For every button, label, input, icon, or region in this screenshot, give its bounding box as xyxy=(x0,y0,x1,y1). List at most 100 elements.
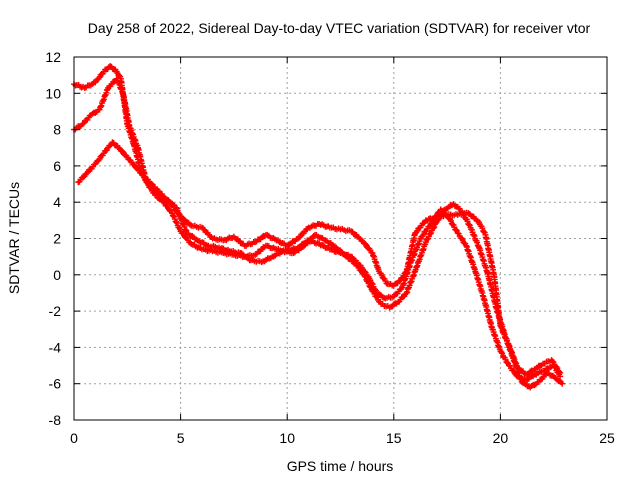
data-point xyxy=(79,121,86,128)
x-axis-title: GPS time / hours xyxy=(287,458,394,474)
data-point-trail xyxy=(493,305,508,337)
data-point-trail xyxy=(537,371,550,383)
data-point-trail xyxy=(161,200,174,215)
y-tick-label: -6 xyxy=(49,376,62,392)
axis-ticks: 0 5 10 15 20 25 -8 -6 -4 -2 0 2 4 6 8 10 12 xyxy=(45,49,615,446)
data-point-trail xyxy=(485,270,499,310)
data-point-trail xyxy=(114,70,124,80)
x-tick-label: 10 xyxy=(279,430,295,446)
data-point-trail xyxy=(413,219,428,236)
y-tick-label: -2 xyxy=(49,303,62,319)
data-point-trail xyxy=(392,286,405,298)
data-point-trail xyxy=(476,245,491,275)
data-point-trail xyxy=(445,211,459,219)
data-point-trail xyxy=(264,232,278,243)
data-point-trail xyxy=(217,245,232,254)
data-point-trail xyxy=(459,210,473,229)
data-point-trail xyxy=(108,63,119,73)
x-tick-label: 0 xyxy=(70,430,78,446)
x-tick-label: 5 xyxy=(177,430,185,446)
y-tick-label: 8 xyxy=(53,122,61,138)
data-point-trail xyxy=(253,244,268,257)
data-point-trail xyxy=(323,237,338,250)
data-point-trail xyxy=(200,225,215,240)
data-point-trail xyxy=(72,82,87,91)
data-point-trail xyxy=(468,226,482,250)
data-point-trail xyxy=(339,225,353,235)
data-point-trail xyxy=(489,326,503,353)
data-point-trail xyxy=(524,367,537,378)
data-point-trail xyxy=(185,230,200,243)
data-point-trail xyxy=(169,212,183,233)
data-point xyxy=(559,380,566,387)
data-point-trail xyxy=(532,362,545,373)
y-tick-label: 6 xyxy=(53,158,61,174)
data-point-trail xyxy=(127,125,141,149)
data-point-trail xyxy=(353,262,366,277)
data-point-trail xyxy=(384,293,396,301)
data-point-trail xyxy=(466,211,481,224)
data-point-trail xyxy=(480,295,495,330)
data-point-trail xyxy=(533,368,545,378)
data-point-trail xyxy=(114,77,126,95)
data-point-trail xyxy=(510,357,525,383)
data-point-trail xyxy=(253,232,268,245)
data-point-trail xyxy=(388,300,400,310)
data-point-trail xyxy=(502,333,516,360)
data-point-trail xyxy=(408,235,424,264)
data-point-trail xyxy=(545,370,558,381)
data-point-trail xyxy=(228,248,242,257)
data-point-trail xyxy=(76,170,89,185)
x-tick-label: 25 xyxy=(599,430,615,446)
data-point-trail xyxy=(93,152,106,166)
data-point-trail xyxy=(423,220,439,243)
series-track-b xyxy=(71,75,564,384)
data-point-trail xyxy=(419,220,435,239)
y-axis-title: SDTVAR / TECUs xyxy=(6,182,22,294)
data-point-trail xyxy=(249,256,263,265)
grid-lines xyxy=(74,57,607,420)
data-point-trail xyxy=(447,216,460,234)
data-point-trail xyxy=(551,363,563,378)
data-point-trail xyxy=(189,241,204,251)
data-point-trail xyxy=(399,260,414,289)
y-tick-label: -8 xyxy=(49,412,62,428)
data-point-trail xyxy=(379,301,391,310)
data-point-trail xyxy=(211,235,225,243)
data-point-trail xyxy=(101,141,115,154)
y-tick-label: 10 xyxy=(45,85,61,101)
data-point-trail xyxy=(317,241,332,251)
data-point-trail xyxy=(430,208,443,225)
data-point-trail xyxy=(302,233,317,247)
data-point-trail xyxy=(498,349,512,367)
data-point-trail xyxy=(97,86,111,111)
data-point-trail xyxy=(554,376,564,386)
data-point-trail xyxy=(178,230,194,246)
data-point-trail xyxy=(463,244,478,271)
data-point-trail xyxy=(386,281,396,289)
data-point-trail xyxy=(328,224,342,233)
y-tick-label: 2 xyxy=(53,231,61,247)
data-point-trail xyxy=(392,278,402,287)
data-point-trail xyxy=(361,273,375,293)
data-point-trail xyxy=(174,205,190,234)
data-point-trail xyxy=(296,225,311,241)
data-point-trail xyxy=(482,234,497,277)
data-point-trail xyxy=(317,221,332,230)
data-point-trail xyxy=(260,255,274,265)
data-point-trail xyxy=(144,179,158,197)
data-point-trail xyxy=(270,249,285,260)
data-point-trail xyxy=(349,228,364,243)
data-point xyxy=(83,170,90,177)
x-tick-label: 15 xyxy=(386,430,402,446)
data-point-trail xyxy=(153,192,166,204)
chart-title: Day 258 of 2022, Sidereal Day-to-day VTE… xyxy=(88,20,591,36)
data-point-trail xyxy=(524,372,537,383)
data-point-trail xyxy=(334,246,349,258)
data-point-trail xyxy=(190,222,204,231)
data-point-trail xyxy=(116,146,147,179)
data-point-trail xyxy=(200,246,214,255)
data-point-trail xyxy=(110,140,121,149)
